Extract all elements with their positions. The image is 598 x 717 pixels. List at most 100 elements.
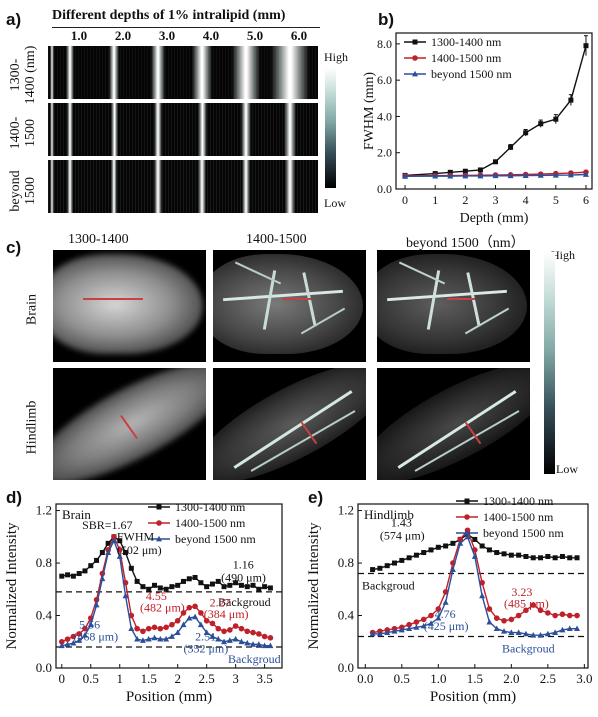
data-point	[267, 642, 274, 649]
data-point	[477, 172, 484, 179]
y-tick-label: 0.8	[338, 555, 354, 570]
y-tick-label: 0.8	[36, 555, 52, 570]
row-label-hindlimb: Hindlimb	[24, 400, 40, 455]
colorbar-a	[325, 68, 336, 188]
strip-1400-1500	[48, 103, 318, 156]
data-point	[376, 630, 383, 637]
data-point	[567, 171, 574, 178]
chart-title: Brain	[62, 507, 91, 522]
data-point	[134, 578, 140, 584]
data-point	[180, 621, 187, 628]
data-point	[566, 625, 573, 632]
colorbar-a-high-label: High	[324, 50, 348, 64]
x-tick-label: 0.0	[357, 671, 373, 686]
data-point	[221, 584, 227, 590]
data-point	[479, 543, 485, 549]
x-tick-label: 2.0	[503, 671, 519, 686]
data-point	[140, 584, 146, 590]
strip-beyond-1500-line-6	[285, 160, 295, 213]
x-tick-label: 0.5	[394, 671, 410, 686]
strip-1400-1500-line-5	[241, 103, 251, 156]
data-point	[523, 607, 529, 614]
data-point	[157, 635, 164, 642]
hindlimb-image-1400-1500	[213, 368, 366, 480]
data-point	[267, 635, 274, 641]
data-point	[522, 630, 529, 637]
data-point	[151, 634, 158, 641]
panel-d-letter: d)	[6, 488, 23, 507]
strip-1300-1400-line-6	[271, 46, 309, 99]
data-point	[428, 620, 435, 626]
col-title-beyond-1500: beyond 1500（nm）	[406, 236, 525, 251]
data-point	[59, 573, 65, 579]
data-point	[128, 625, 135, 632]
data-point	[134, 625, 140, 632]
data-point	[566, 612, 573, 619]
data-point	[152, 582, 158, 588]
data-point	[559, 626, 566, 633]
data-point	[421, 550, 427, 556]
data-point	[530, 555, 536, 561]
colorbar-c	[544, 252, 555, 474]
data-point	[238, 582, 244, 588]
data-point	[197, 621, 204, 628]
strip-1400-1500-line-4	[197, 103, 207, 156]
data-point	[538, 121, 544, 127]
y-tick-label: 8.0	[377, 37, 392, 51]
data-point	[76, 571, 82, 577]
data-point	[238, 625, 245, 632]
data-point	[186, 604, 193, 611]
annotation: 1.43	[391, 515, 412, 529]
data-point	[105, 540, 111, 546]
data-point	[244, 639, 251, 646]
data-point	[450, 540, 456, 546]
brain-image-1300-1400	[53, 250, 206, 362]
data-point	[93, 601, 100, 608]
data-point	[384, 563, 390, 569]
depth-label-3.0: 3.0	[158, 28, 176, 43]
row-label-beyond-1500: beyond 1500	[8, 170, 38, 212]
row-label-brain: Brain	[24, 293, 40, 326]
legend-label: 1400-1500 nm	[431, 51, 502, 65]
series-1	[369, 527, 580, 636]
plot-frame	[357, 503, 589, 669]
y-axis-label: FWHM (mm)	[362, 72, 377, 151]
depth-label-1.0: 1.0	[70, 28, 88, 43]
x-tick-label: 1.5	[467, 671, 483, 686]
series-line	[405, 45, 587, 177]
col-title-1300-1400: 1300-1400	[68, 232, 129, 247]
strip-beyond-1500-line-2	[110, 160, 118, 213]
y-tick-label: 4.0	[377, 109, 392, 123]
data-point	[215, 578, 221, 584]
data-point	[435, 606, 442, 612]
data-point	[447, 172, 454, 179]
annotation: 2.51	[195, 629, 216, 643]
data-point	[507, 172, 514, 179]
data-point	[64, 636, 71, 642]
data-point	[406, 621, 412, 628]
data-point	[198, 610, 204, 616]
legend-label: 1400-1500 nm	[175, 516, 246, 530]
data-point	[508, 552, 514, 558]
data-point	[391, 628, 398, 634]
data-point	[537, 172, 544, 178]
x-axis-label: Depth (mm)	[460, 211, 529, 226]
data-point	[420, 616, 427, 623]
data-point	[192, 574, 198, 580]
strip-beyond-1500-line-5	[241, 160, 251, 213]
data-point	[493, 159, 499, 165]
x-tick-label: 2.5	[199, 671, 215, 686]
data-point	[479, 579, 485, 586]
series-2	[58, 537, 274, 649]
x-tick-label: 3.5	[256, 671, 272, 686]
panel-a-title-underline	[52, 27, 320, 28]
data-point	[567, 555, 573, 561]
data-point	[145, 625, 152, 632]
legend-label: beyond 1500 nm	[175, 532, 256, 546]
data-point	[559, 611, 566, 618]
annotation: 2.27	[210, 595, 231, 609]
x-tick-label: 0	[402, 193, 408, 207]
data-point	[501, 551, 507, 557]
x-tick-label: 0.5	[83, 671, 99, 686]
data-point	[574, 555, 580, 561]
